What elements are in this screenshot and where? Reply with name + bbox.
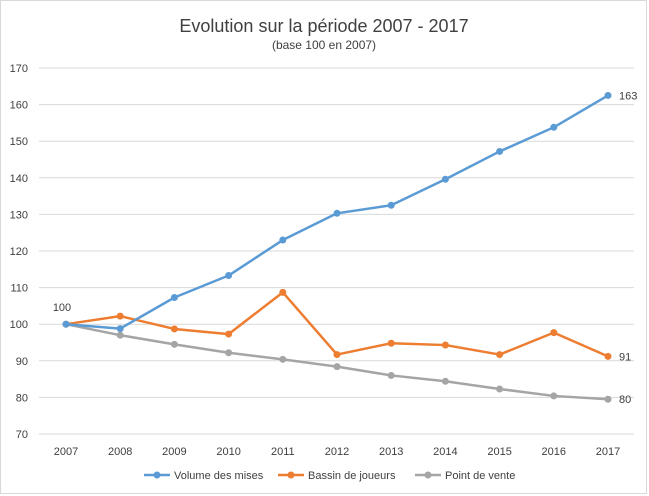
x-tick-label: 2010: [216, 446, 240, 458]
legend-swatch-marker: [287, 471, 295, 479]
x-tick-label: 2014: [433, 446, 457, 458]
y-tick-label: 70: [16, 429, 28, 441]
y-tick-label: 140: [10, 173, 28, 185]
data-point: [225, 349, 233, 357]
data-point: [550, 392, 558, 400]
data-point: [225, 272, 233, 280]
legend-item: Volume des mises: [144, 470, 264, 482]
data-point: [279, 288, 287, 296]
data-point: [604, 91, 612, 99]
data-point: [387, 201, 395, 209]
series-line: [64, 322, 610, 401]
chart-title: Evolution sur la période 2007 - 2017: [179, 16, 468, 36]
data-point: [333, 351, 341, 359]
data-point: [387, 339, 395, 347]
data-point: [441, 341, 449, 349]
x-tick-label: 2008: [108, 446, 132, 458]
data-point: [116, 325, 124, 333]
data-point: [170, 340, 178, 348]
data-point: [62, 320, 70, 328]
data-point: [170, 293, 178, 301]
legend-label: Volume des mises: [174, 470, 264, 482]
y-tick-label: 170: [10, 63, 28, 75]
series-2: [62, 320, 612, 403]
data-point: [170, 325, 178, 333]
series-0: [62, 91, 612, 333]
legend: Volume des mises Bassin de joueurs Point d…: [144, 470, 515, 482]
y-tick-label: 160: [10, 100, 28, 112]
legend-label: Bassin de joueurs: [308, 470, 396, 482]
x-axis-tick-labels: 2007 2008 2009 2010 2011 2012 2013 2014 2015 2016…: [54, 446, 620, 458]
data-point: [116, 331, 124, 339]
data-point: [550, 123, 558, 131]
legend-swatch-marker: [153, 471, 161, 479]
data-point: [496, 385, 504, 393]
x-tick-label: 2009: [162, 446, 186, 458]
y-tick-label: 150: [10, 136, 28, 148]
x-tick-label: 2015: [487, 446, 511, 458]
legend-item: Point de vente: [415, 470, 515, 482]
data-point: [496, 351, 504, 359]
data-series: [62, 91, 612, 403]
data-label: 163: [619, 90, 637, 102]
chart-subtitle: (base 100 en 2007): [272, 38, 376, 52]
data-point: [496, 147, 504, 155]
data-label: 91: [619, 351, 631, 363]
y-tick-label: 120: [10, 246, 28, 258]
data-point: [604, 352, 612, 360]
legend-label: Point de vente: [445, 470, 515, 482]
data-point: [333, 363, 341, 371]
legend-swatch-marker: [424, 471, 432, 479]
x-tick-label: 2013: [379, 446, 403, 458]
y-axis-tick-labels: 70 80 90 100 110 120 130 140 150 160 170: [10, 63, 28, 441]
x-tick-label: 2011: [271, 446, 295, 458]
gridlines: [39, 67, 634, 435]
y-tick-label: 100: [10, 319, 28, 331]
data-labels: 100 163 91 80: [53, 90, 638, 406]
data-point: [279, 355, 287, 363]
data-point: [604, 395, 612, 403]
data-label: 100: [53, 302, 71, 314]
x-tick-label: 2016: [542, 446, 566, 458]
y-tick-label: 80: [16, 392, 28, 404]
y-tick-label: 90: [16, 356, 28, 368]
data-label: 80: [619, 394, 631, 406]
data-point: [116, 312, 124, 320]
data-point: [279, 236, 287, 244]
data-point: [550, 329, 558, 337]
y-tick-label: 110: [10, 283, 28, 295]
y-tick-label: 130: [10, 209, 28, 221]
legend-item: Bassin de joueurs: [278, 470, 396, 482]
x-tick-label: 2007: [54, 446, 78, 458]
data-point: [441, 377, 449, 385]
x-tick-label: 2012: [325, 446, 349, 458]
x-tick-label: 2017: [596, 446, 620, 458]
data-point: [225, 330, 233, 338]
data-point: [441, 175, 449, 183]
data-point: [387, 371, 395, 379]
data-point: [333, 209, 341, 217]
